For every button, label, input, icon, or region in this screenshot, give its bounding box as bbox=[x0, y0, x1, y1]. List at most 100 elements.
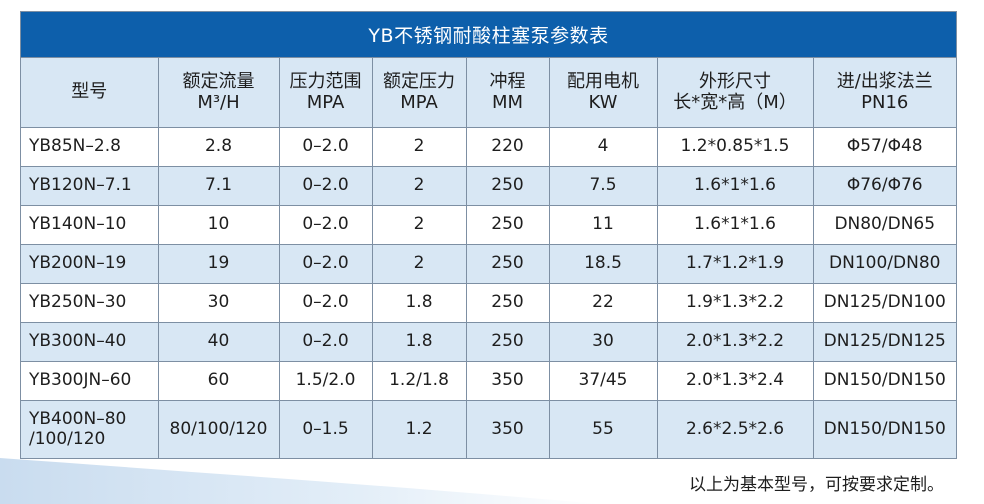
table-row: YB300N–40 40 0–2.0 1.8 250 30 2.0*1.3*2.2 DN125… bbox=[21, 322, 956, 362]
cell-flow: 40 bbox=[157, 322, 280, 362]
cell-rated_pressure: 1.8 bbox=[371, 322, 467, 362]
column-header-line: 额定压力 bbox=[383, 70, 455, 92]
cell-pressure_range: 1.5/2.0 bbox=[278, 361, 373, 401]
table-row: YB250N–30 30 0–2.0 1.8 250 22 1.9*1.3*2.2 DN125… bbox=[21, 283, 956, 323]
cell-dimensions: 1.9*1.3*2.2 bbox=[656, 283, 814, 323]
parameter-table-panel: YB不锈钢耐酸柱塞泵参数表 型号 额定流量 M³/H 压力范围 MPA 额定压力 MPA 冲程… bbox=[20, 11, 957, 459]
cell-dimensions: 1.6*1*1.6 bbox=[656, 166, 814, 206]
cell-model: YB250N–30 bbox=[21, 283, 159, 323]
column-header-line: 进/出浆法兰 bbox=[836, 70, 933, 92]
cell-motor: 30 bbox=[548, 322, 658, 362]
cell-flange: DN150/DN150 bbox=[812, 361, 956, 401]
cell-motor: 11 bbox=[548, 205, 658, 245]
cell-rated_pressure: 2 bbox=[371, 244, 467, 284]
column-header-flange: 进/出浆法兰 PN16 bbox=[812, 58, 956, 128]
cell-dimensions: 1.2*0.85*1.5 bbox=[656, 127, 814, 167]
cell-motor: 4 bbox=[548, 127, 658, 167]
cell-rated_pressure: 2 bbox=[371, 205, 467, 245]
cell-pressure_range: 0–1.5 bbox=[278, 400, 373, 458]
cell-model: YB300JN–60 bbox=[21, 361, 159, 401]
cell-dimensions: 1.7*1.2*1.9 bbox=[656, 244, 814, 284]
cell-model: YB85N–2.8 bbox=[21, 127, 159, 167]
column-header-model: 型号 bbox=[21, 58, 159, 128]
cell-stroke: 250 bbox=[465, 205, 550, 245]
cell-dimensions: 1.6*1*1.6 bbox=[656, 205, 814, 245]
column-header-line: 外形尺寸 bbox=[699, 70, 771, 92]
cell-flange: DN100/DN80 bbox=[812, 244, 956, 284]
cell-rated_pressure: 1.2 bbox=[371, 400, 467, 458]
cell-model: YB200N–19 bbox=[21, 244, 159, 284]
cell-stroke: 250 bbox=[465, 244, 550, 284]
column-header-line: PN16 bbox=[861, 91, 909, 113]
cell-pressure_range: 0–2.0 bbox=[278, 283, 373, 323]
table-row: YB300JN–60 60 1.5/2.0 1.2/1.8 350 37/45 2.0*1.… bbox=[21, 361, 956, 401]
cell-flow: 30 bbox=[157, 283, 280, 323]
cell-flange: DN125/DN125 bbox=[812, 322, 956, 362]
column-header-line: MPA bbox=[400, 91, 438, 113]
cell-model: YB300N–40 bbox=[21, 322, 159, 362]
table-title: YB不锈钢耐酸柱塞泵参数表 bbox=[21, 12, 956, 58]
column-header-line: 配用电机 bbox=[567, 70, 639, 92]
table-row: YB120N–7.1 7.1 0–2.0 2 250 7.5 1.6*1*1.6 Φ76/Φ7… bbox=[21, 166, 956, 206]
cell-stroke: 250 bbox=[465, 322, 550, 362]
column-header-dimensions: 外形尺寸 长*宽*高（M） bbox=[656, 58, 814, 128]
table-row: YB400N–80/100/120 80/100/120 0–1.5 1.2 350 55… bbox=[21, 400, 956, 458]
cell-stroke: 220 bbox=[465, 127, 550, 167]
cell-model: YB140N–10 bbox=[21, 205, 159, 245]
column-header-rated_pressure: 额定压力 MPA bbox=[371, 58, 467, 128]
cell-dimensions: 2.6*2.5*2.6 bbox=[656, 400, 814, 458]
column-header-line: MPA bbox=[306, 91, 345, 113]
column-header-line: 压力范围 bbox=[289, 70, 362, 92]
cell-flow: 2.8 bbox=[157, 127, 280, 167]
parameter-table: 型号 额定流量 M³/H 压力范围 MPA 额定压力 MPA 冲程 MM 配用电机 KW 外形尺寸 长*… bbox=[21, 58, 956, 458]
cell-model: YB120N–7.1 bbox=[21, 166, 159, 206]
column-header-line: 额定流量 bbox=[182, 70, 255, 92]
cell-flange: Φ57/Φ48 bbox=[812, 127, 956, 167]
cell-pressure_range: 0–2.0 bbox=[278, 205, 373, 245]
column-header-line: M³/H bbox=[197, 91, 240, 113]
column-header-pressure_range: 压力范围 MPA bbox=[278, 58, 373, 128]
cell-motor: 22 bbox=[548, 283, 658, 323]
cell-motor: 18.5 bbox=[548, 244, 658, 284]
cell-pressure_range: 0–2.0 bbox=[278, 127, 373, 167]
background-wave bbox=[0, 458, 600, 504]
cell-stroke: 350 bbox=[465, 361, 550, 401]
cell-pressure_range: 0–2.0 bbox=[278, 244, 373, 284]
cell-flange: DN125/DN100 bbox=[812, 283, 956, 323]
column-header-motor: 配用电机 KW bbox=[548, 58, 658, 128]
cell-rated_pressure: 1.2/1.8 bbox=[371, 361, 467, 401]
cell-rated_pressure: 2 bbox=[371, 127, 467, 167]
cell-stroke: 250 bbox=[465, 283, 550, 323]
cell-flange: DN80/DN65 bbox=[812, 205, 956, 245]
cell-stroke: 350 bbox=[465, 400, 550, 458]
cell-pressure_range: 0–2.0 bbox=[278, 322, 373, 362]
cell-motor: 55 bbox=[548, 400, 658, 458]
footnote: 以上为基本型号，可按要求定制。 bbox=[689, 475, 944, 495]
column-header-line: 型号 bbox=[71, 81, 108, 103]
cell-motor: 7.5 bbox=[548, 166, 658, 206]
cell-flange: DN150/DN150 bbox=[812, 400, 956, 458]
column-header-stroke: 冲程 MM bbox=[465, 58, 550, 128]
column-header-flow: 额定流量 M³/H bbox=[157, 58, 280, 128]
cell-rated_pressure: 1.8 bbox=[371, 283, 467, 323]
column-header-line: MM bbox=[491, 91, 524, 113]
column-header-line: 长*宽*高（M） bbox=[673, 91, 797, 113]
table-row: YB140N–10 10 0–2.0 2 250 11 1.6*1*1.6 DN80/DN65 bbox=[21, 205, 956, 245]
cell-motor: 37/45 bbox=[548, 361, 658, 401]
cell-model: YB400N–80/100/120 bbox=[21, 400, 159, 458]
cell-flow: 80/100/120 bbox=[157, 400, 280, 458]
cell-flow: 10 bbox=[157, 205, 280, 245]
cell-stroke: 250 bbox=[465, 166, 550, 206]
cell-dimensions: 2.0*1.3*2.2 bbox=[656, 322, 814, 362]
table-row: YB85N–2.8 2.8 0–2.0 2 220 4 1.2*0.85*1.5 Φ57/Φ4… bbox=[21, 127, 956, 167]
header-row: 型号 额定流量 M³/H 压力范围 MPA 额定压力 MPA 冲程 MM 配用电机 KW 外形尺寸 长*… bbox=[21, 58, 956, 128]
column-header-line: KW bbox=[588, 91, 618, 113]
table-row: YB200N–19 19 0–2.0 2 250 18.5 1.7*1.2*1.9 DN100… bbox=[21, 244, 956, 284]
cell-dimensions: 2.0*1.3*2.4 bbox=[656, 361, 814, 401]
cell-flow: 60 bbox=[157, 361, 280, 401]
cell-pressure_range: 0–2.0 bbox=[278, 166, 373, 206]
cell-flange: Φ76/Φ76 bbox=[812, 166, 956, 206]
cell-flow: 7.1 bbox=[157, 166, 280, 206]
cell-flow: 19 bbox=[157, 244, 280, 284]
cell-rated_pressure: 2 bbox=[371, 166, 467, 206]
